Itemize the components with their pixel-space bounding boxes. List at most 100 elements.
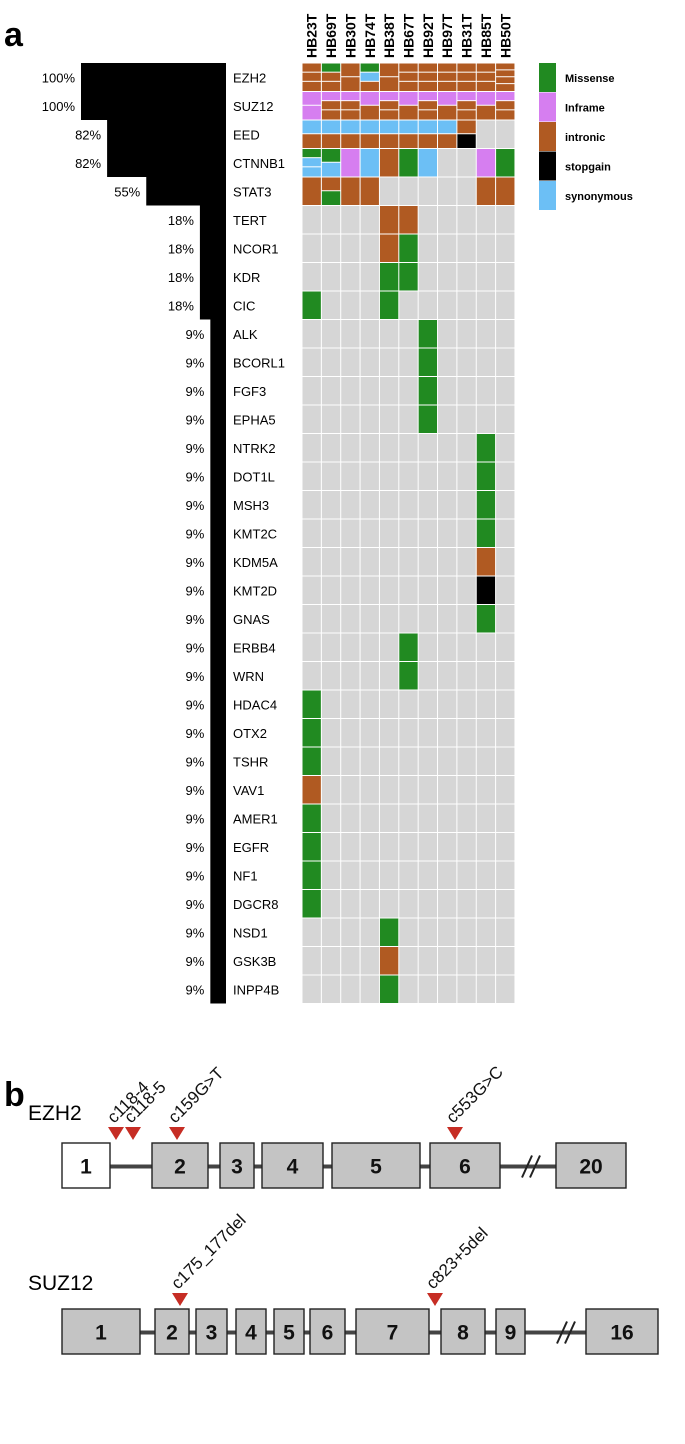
cell-missense: [399, 149, 418, 177]
legend-label: synonymous: [565, 191, 633, 203]
legend-label: Missense: [565, 73, 615, 85]
cell-empty: [379, 776, 399, 804]
cell-empty: [418, 662, 438, 690]
cell-empty: [399, 833, 418, 861]
frequency-bar: [210, 519, 226, 548]
cell-intronic: [321, 101, 341, 110]
exon-label: 8: [457, 1322, 469, 1345]
sample-label: HB67T: [400, 13, 416, 58]
exon-label: 7: [387, 1322, 399, 1345]
frequency-label: 9%: [186, 583, 205, 598]
exon-label: 16: [610, 1322, 633, 1345]
cell-empty: [476, 377, 496, 405]
cell-empty: [321, 776, 341, 804]
axis-break-mark: [521, 1155, 533, 1178]
cell-empty: [457, 348, 476, 376]
gene-label: NCOR1: [233, 241, 279, 256]
cell-synonymous: [302, 158, 321, 167]
cell-empty: [457, 434, 476, 462]
exon-box: [495, 1308, 526, 1355]
sample-label: HB85T: [478, 13, 494, 58]
cell-missense: [476, 519, 496, 547]
cell-empty: [341, 719, 360, 747]
cell-empty: [418, 833, 438, 861]
cell-empty: [418, 206, 438, 234]
cell-empty: [496, 491, 515, 519]
cell-inframe: [302, 92, 321, 105]
cell-empty: [321, 662, 341, 690]
frequency-label: 9%: [186, 498, 205, 513]
cell-empty: [438, 833, 457, 861]
frequency-bar: [81, 91, 226, 120]
cell-synonymous: [360, 149, 379, 177]
cell-empty: [399, 548, 418, 576]
cell-empty: [438, 291, 457, 319]
cell-intronic: [399, 105, 418, 120]
exon-box: [61, 1142, 111, 1189]
cell-intronic: [341, 134, 360, 148]
frequency-label: 9%: [186, 355, 205, 370]
cell-intronic: [379, 77, 399, 91]
cell-intronic: [476, 105, 496, 120]
cell-empty: [476, 833, 496, 861]
cell-intronic: [321, 72, 341, 81]
frequency-bar: [210, 547, 226, 576]
cell-intronic: [321, 134, 341, 148]
cell-empty: [457, 320, 476, 348]
cell-empty: [418, 747, 438, 775]
cell-empty: [438, 320, 457, 348]
gene-label: WRN: [233, 669, 264, 684]
cell-intronic: [360, 105, 379, 120]
gene-label: EGFR: [233, 840, 269, 855]
cell-intronic: [457, 81, 476, 91]
cell-empty: [418, 804, 438, 832]
cell-empty: [438, 975, 457, 1003]
cell-empty: [302, 234, 321, 262]
cell-empty: [457, 491, 476, 519]
cell-empty: [438, 576, 457, 604]
mutation-marker-icon: [125, 1127, 141, 1140]
cell-empty: [360, 519, 379, 547]
frequency-bar: [199, 262, 226, 291]
cell-empty: [418, 434, 438, 462]
cell-synonymous: [341, 120, 360, 134]
exon-label: 20: [579, 1156, 602, 1179]
gene-label: EPHA5: [233, 412, 276, 427]
exon-box: [195, 1308, 228, 1355]
cell-missense: [302, 291, 321, 319]
cell-synonymous: [418, 120, 438, 134]
frequency-bar: [210, 775, 226, 804]
cell-intronic: [302, 776, 321, 804]
frequency-label: 9%: [186, 669, 205, 684]
sample-label: HB31T: [459, 13, 475, 58]
gene-label: ERBB4: [233, 640, 276, 655]
cell-missense: [302, 719, 321, 747]
exon-label: 2: [166, 1322, 178, 1345]
cell-empty: [418, 776, 438, 804]
cell-empty: [418, 890, 438, 918]
cell-empty: [321, 605, 341, 633]
frequency-bar: [146, 177, 226, 206]
cell-empty: [321, 462, 341, 490]
cell-empty: [496, 605, 515, 633]
cell-missense: [496, 149, 515, 177]
cell-empty: [418, 491, 438, 519]
frequency-label: 82%: [75, 156, 101, 171]
cell-intronic: [341, 177, 360, 205]
cell-empty: [341, 662, 360, 690]
cell-missense: [418, 320, 438, 348]
frequency-bar: [210, 462, 226, 491]
cell-inframe: [341, 149, 360, 177]
exon-label: 4: [287, 1156, 299, 1179]
cell-empty: [496, 804, 515, 832]
cell-empty: [457, 975, 476, 1003]
cell-empty: [457, 662, 476, 690]
cell-empty: [379, 462, 399, 490]
frequency-bar: [210, 690, 226, 719]
cell-empty: [321, 348, 341, 376]
cell-empty: [418, 605, 438, 633]
cell-empty: [418, 519, 438, 547]
exon-label: 2: [174, 1156, 186, 1179]
cell-empty: [302, 662, 321, 690]
